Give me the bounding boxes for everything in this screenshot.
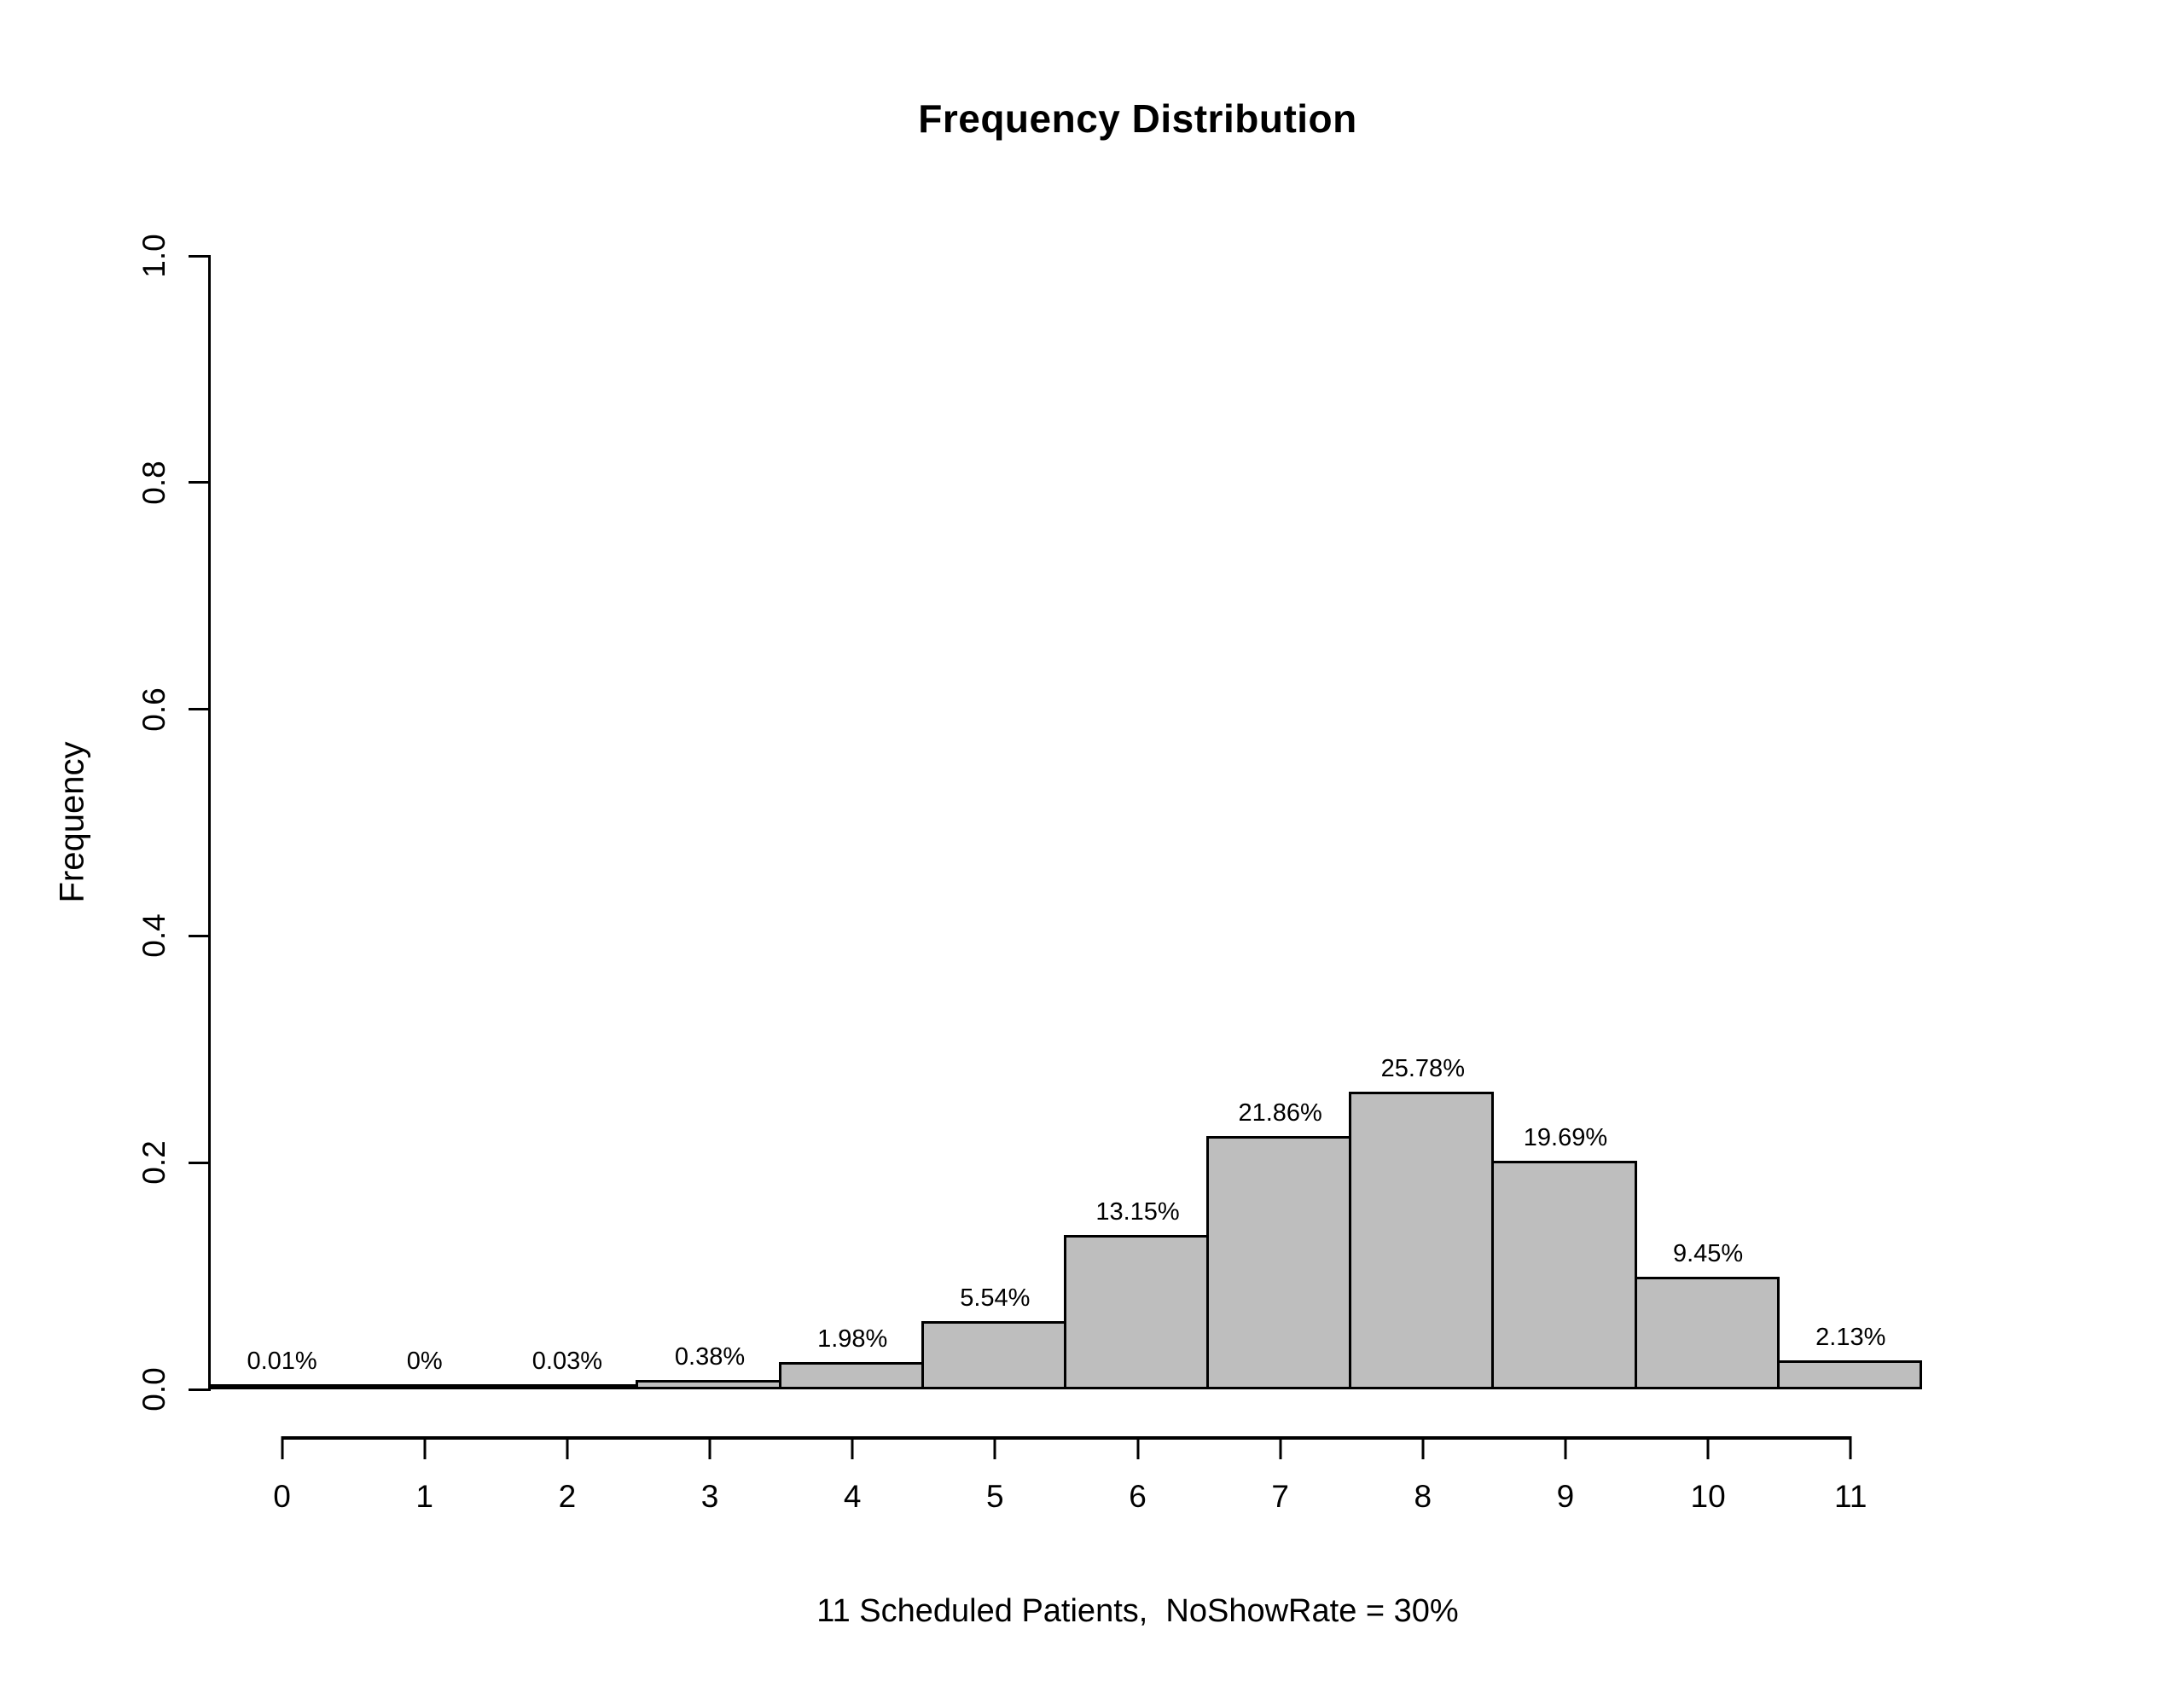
y-axis-line: [208, 256, 211, 1389]
y-tick-label: 0.2: [136, 1140, 171, 1185]
x-axis: 0 1 2 3 4 5 6 7 8 9 10 11: [211, 1436, 2065, 1539]
x-tick-label: 7: [1271, 1479, 1289, 1514]
y-tick-label: 0.8: [136, 461, 171, 505]
x-tick: [566, 1436, 569, 1459]
bar-label: 1.98%: [817, 1325, 888, 1353]
bar-label: 2.13%: [1815, 1324, 1886, 1351]
bar: [1349, 1092, 1495, 1389]
x-axis-line: [282, 1436, 1851, 1440]
x-tick-label: 0: [273, 1479, 291, 1514]
x-tick-label: 8: [1414, 1479, 1432, 1514]
x-tick-label: 3: [700, 1479, 719, 1514]
bar: [351, 1384, 497, 1389]
bar-label: 25.78%: [1380, 1055, 1465, 1082]
bar: [211, 1384, 354, 1389]
bar-label: 0.03%: [531, 1348, 602, 1375]
x-tick-label: 4: [843, 1479, 862, 1514]
x-tick: [1136, 1436, 1139, 1459]
bar: [1206, 1136, 1352, 1389]
y-tick: [189, 708, 211, 711]
y-tick-label: 0.6: [136, 687, 171, 732]
x-tick: [851, 1436, 854, 1459]
x-tick: [993, 1436, 996, 1459]
x-tick-label: 6: [1129, 1479, 1147, 1514]
bar: [1491, 1161, 1637, 1389]
x-tick-label: 1: [415, 1479, 434, 1514]
y-tick: [189, 1161, 211, 1164]
x-tick: [1564, 1436, 1567, 1459]
y-axis-title: Frequency: [53, 741, 91, 903]
x-tick: [1279, 1436, 1282, 1459]
bar-label: 19.69%: [1523, 1124, 1608, 1151]
y-tick: [189, 254, 211, 258]
x-tick-label: 5: [986, 1479, 1004, 1514]
y-tick: [189, 1388, 211, 1391]
x-tick: [708, 1436, 712, 1459]
x-tick: [1849, 1436, 1852, 1459]
y-tick-label: 0.4: [136, 913, 171, 959]
x-tick-label: 11: [1834, 1479, 1867, 1514]
bar: [636, 1380, 781, 1389]
x-tick: [423, 1436, 427, 1459]
x-tick-label: 2: [558, 1479, 577, 1514]
bar: [493, 1384, 639, 1389]
bar-label: 0.38%: [674, 1343, 746, 1371]
bar-label: 0%: [406, 1348, 443, 1375]
x-tick-label: 9: [1556, 1479, 1575, 1514]
x-tick: [1421, 1436, 1425, 1459]
y-tick-label: 0.0: [136, 1367, 171, 1412]
plot-area: 0.0 0.2 0.4 0.6 0.8 1.0 0.01% 0% 0.03% 0.38% 1.98%…: [136, 234, 2065, 1412]
bar: [1634, 1277, 1780, 1389]
bar-label: 21.86%: [1238, 1099, 1322, 1127]
bar-label: 0.01%: [247, 1348, 317, 1375]
x-tick: [1706, 1436, 1710, 1459]
bar-label: 13.15%: [1095, 1198, 1180, 1226]
bar: [921, 1321, 1066, 1389]
x-axis-caption: 11 Scheduled Patients, NoShowRate = 30%: [816, 1593, 1459, 1629]
bar-label: 9.45%: [1672, 1240, 1744, 1267]
bar: [1776, 1360, 1922, 1389]
chart-title: Frequency Distribution: [918, 96, 1357, 141]
y-tick: [189, 481, 211, 484]
bar: [778, 1362, 924, 1389]
x-tick-label: 10: [1690, 1479, 1726, 1514]
bar: [1063, 1235, 1210, 1389]
y-tick: [189, 934, 211, 937]
bar-label: 5.54%: [960, 1284, 1031, 1312]
y-tick-label: 1.0: [136, 234, 171, 278]
x-tick: [281, 1436, 284, 1459]
